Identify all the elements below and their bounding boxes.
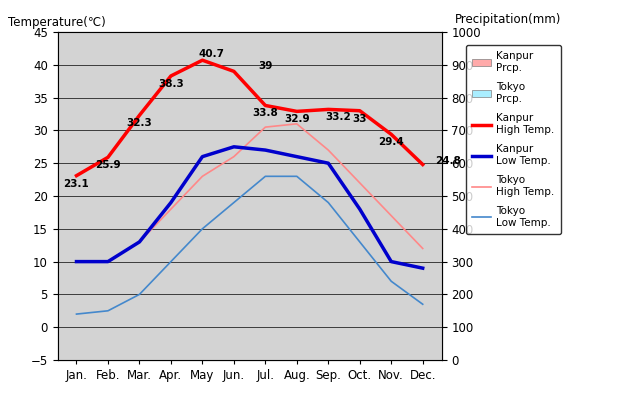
Bar [234, 305, 245, 360]
Bar [171, 319, 182, 360]
Text: Precipitation(mm): Precipitation(mm) [454, 13, 561, 26]
Text: 24.8: 24.8 [435, 156, 461, 166]
Text: 32.9: 32.9 [284, 114, 310, 124]
Bar [317, 326, 328, 360]
Bar [360, 295, 371, 360]
Text: 40.7: 40.7 [199, 49, 225, 59]
Text: 23.1: 23.1 [63, 178, 90, 188]
Bar [422, 343, 434, 360]
Text: 25.9: 25.9 [95, 160, 121, 170]
Text: 33.2: 33.2 [325, 112, 351, 122]
Bar [328, 291, 339, 360]
Bar [297, 305, 308, 360]
Text: 39: 39 [258, 61, 273, 71]
Text: 33: 33 [353, 114, 367, 124]
Legend: Kanpur
Prcp., Tokyo
Prcp., Kanpur
High Temp., Kanpur
Low Temp., Tokyo
High Temp.: Kanpur Prcp., Tokyo Prcp., Kanpur High T… [466, 45, 561, 234]
Text: 29.4: 29.4 [378, 137, 404, 147]
Bar [266, 310, 276, 360]
Text: 32.3: 32.3 [127, 118, 152, 128]
Bar [77, 343, 88, 360]
Text: 38.3: 38.3 [158, 79, 184, 89]
Bar [108, 342, 119, 360]
Bar [254, 285, 266, 360]
Bar [391, 330, 403, 360]
Text: 33.8: 33.8 [252, 108, 278, 118]
Text: Temperature(℃): Temperature(℃) [8, 16, 106, 29]
Bar [202, 315, 213, 360]
Bar [286, 312, 297, 360]
Bar [140, 321, 150, 360]
